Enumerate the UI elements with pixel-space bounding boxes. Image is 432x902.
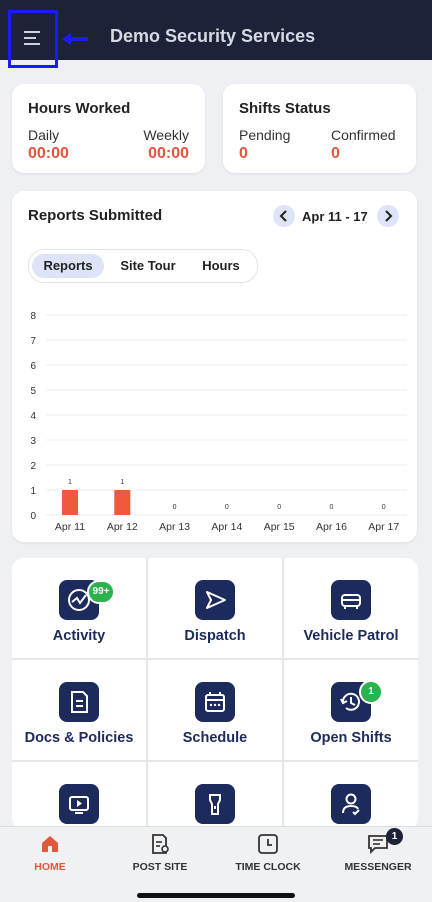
open-shifts-badge: 1 bbox=[359, 680, 383, 704]
tile-user-check[interactable] bbox=[284, 762, 418, 830]
clock-icon bbox=[258, 834, 278, 854]
nav-time-clock-label: TIME CLOCK bbox=[235, 861, 301, 873]
nav-home[interactable]: HOME bbox=[0, 833, 104, 873]
tile-activity[interactable]: 99+ Activity bbox=[12, 558, 146, 658]
tile-docs-policies[interactable]: Docs & Policies bbox=[12, 660, 146, 760]
shifts-status-card[interactable]: Shifts Status Pending 0 Confirmed 0 bbox=[223, 84, 416, 173]
x-tick-label: Apr 16 bbox=[316, 521, 347, 533]
feature-grid: 99+ Activity Dispatch Vehicle Patrol Doc… bbox=[12, 558, 418, 830]
arrow-left-icon bbox=[62, 33, 88, 45]
next-week-button[interactable] bbox=[377, 205, 399, 227]
bar bbox=[62, 490, 78, 515]
reports-card: Reports Submitted Apr 11 - 17 Reports Si… bbox=[12, 191, 417, 542]
confirmed-label: Confirmed bbox=[331, 127, 396, 143]
hours-worked-title: Hours Worked bbox=[28, 100, 131, 117]
menu-button[interactable] bbox=[8, 10, 58, 68]
tile-label: Activity bbox=[52, 628, 106, 644]
reports-chart: 0 1 2 3 4 5 6 7 8 1 Apr 11 1 Apr 12 0 Apr 13 0 Apr 14 0 Ap… bbox=[30, 311, 407, 533]
tile-label: Dispatch bbox=[184, 628, 246, 644]
nav-home-label: HOME bbox=[34, 861, 66, 873]
x-tick-label: Apr 13 bbox=[159, 521, 190, 533]
home-icon bbox=[42, 836, 58, 852]
y-tick-label: 5 bbox=[30, 386, 36, 397]
chevron-right-icon bbox=[385, 210, 393, 222]
nav-post-site[interactable]: POST SITE bbox=[106, 833, 214, 873]
calendar-icon bbox=[195, 682, 235, 722]
page-title: Demo Security Services bbox=[110, 26, 316, 46]
y-tick-label: 3 bbox=[30, 436, 36, 447]
tile-dispatch[interactable]: Dispatch bbox=[148, 558, 282, 658]
data-label: 0 bbox=[225, 504, 229, 511]
confirmed-value: 0 bbox=[331, 145, 340, 162]
nav-messenger[interactable]: MESSENGER 1 bbox=[324, 828, 432, 873]
tab-site-tour[interactable]: Site Tour bbox=[120, 258, 176, 273]
date-range: Apr 11 - 17 bbox=[302, 209, 368, 224]
car-icon bbox=[331, 580, 371, 620]
hours-worked-card[interactable]: Hours Worked Daily 00:00 Weekly 00:00 bbox=[12, 84, 205, 173]
data-label: 0 bbox=[277, 504, 281, 511]
data-label: 0 bbox=[173, 504, 177, 511]
home-indicator bbox=[137, 893, 295, 898]
pending-value: 0 bbox=[239, 145, 248, 162]
weekly-label: Weekly bbox=[143, 127, 189, 143]
daily-value: 00:00 bbox=[28, 145, 69, 162]
post-site-icon bbox=[152, 834, 169, 854]
tile-flashlight[interactable] bbox=[148, 762, 282, 830]
x-tick-label: Apr 12 bbox=[107, 521, 138, 533]
tab-hours[interactable]: Hours bbox=[202, 258, 240, 273]
tile-vehicle-patrol[interactable]: Vehicle Patrol bbox=[284, 558, 418, 658]
data-label: 0 bbox=[382, 504, 386, 511]
tile-label: Vehicle Patrol bbox=[303, 628, 399, 644]
messenger-badge: 1 bbox=[386, 828, 403, 845]
document-icon bbox=[59, 682, 99, 722]
shifts-status-title: Shifts Status bbox=[239, 100, 331, 117]
data-label: 1 bbox=[68, 479, 72, 486]
tile-label: Docs & Policies bbox=[24, 730, 134, 746]
flashlight-icon bbox=[195, 784, 235, 824]
reports-title: Reports Submitted bbox=[28, 207, 163, 224]
tile-label: Open Shifts bbox=[310, 730, 392, 746]
dispatch-icon bbox=[195, 580, 235, 620]
user-check-icon bbox=[331, 784, 371, 824]
tile-schedule[interactable]: Schedule bbox=[148, 660, 282, 760]
x-tick-label: Apr 15 bbox=[264, 521, 295, 533]
tile-open-shifts[interactable]: 1 Open Shifts bbox=[284, 660, 418, 760]
data-label: 1 bbox=[120, 479, 124, 486]
weekly-value: 00:00 bbox=[148, 145, 189, 162]
y-tick-label: 4 bbox=[30, 411, 36, 422]
data-label: 0 bbox=[330, 504, 334, 511]
prev-week-button[interactable] bbox=[273, 205, 295, 227]
video-icon bbox=[59, 784, 99, 824]
tile-video[interactable] bbox=[12, 762, 146, 830]
y-tick-label: 2 bbox=[30, 461, 36, 472]
nav-post-site-label: POST SITE bbox=[132, 861, 188, 873]
y-tick-label: 6 bbox=[30, 361, 36, 372]
nav-messenger-label: MESSENGER bbox=[344, 861, 412, 873]
app-header: Demo Security Services bbox=[0, 0, 432, 68]
chevron-left-icon bbox=[279, 210, 287, 222]
x-tick-label: Apr 14 bbox=[211, 521, 242, 533]
bottom-nav: HOME POST SITE TIME CLOCK MESSENGER 1 bbox=[0, 826, 432, 902]
nav-time-clock[interactable]: TIME CLOCK bbox=[214, 833, 322, 873]
x-tick-label: Apr 17 bbox=[368, 521, 399, 533]
y-tick-label: 7 bbox=[30, 336, 36, 347]
report-tabs: Reports Site Tour Hours bbox=[28, 249, 258, 283]
activity-badge: 99+ bbox=[87, 580, 115, 604]
y-tick-label: 0 bbox=[30, 511, 36, 522]
tile-label: Schedule bbox=[182, 730, 248, 746]
x-tick-label: Apr 11 bbox=[55, 521, 85, 533]
tab-reports[interactable]: Reports bbox=[32, 254, 104, 278]
bar bbox=[114, 490, 131, 515]
y-tick-label: 8 bbox=[30, 311, 36, 322]
y-tick-label: 1 bbox=[30, 486, 36, 497]
pending-label: Pending bbox=[239, 127, 291, 143]
daily-label: Daily bbox=[28, 127, 60, 143]
